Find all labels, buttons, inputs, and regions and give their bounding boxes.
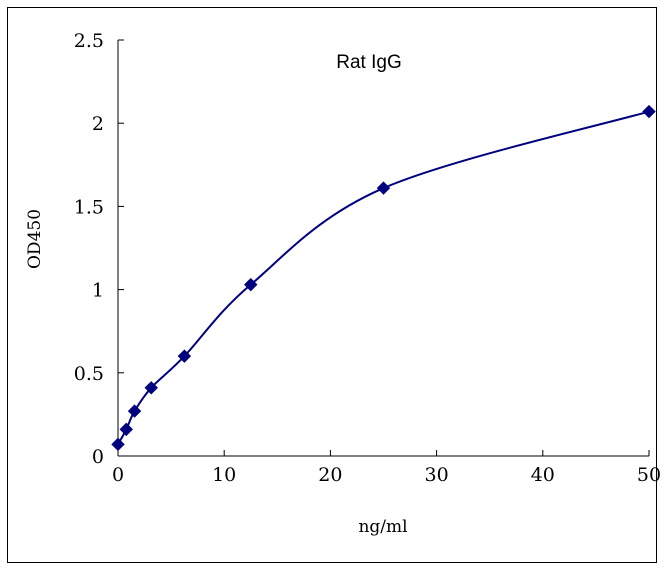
x-tick-label: 40 (531, 464, 555, 486)
chart-title: Rat IgG (336, 52, 401, 73)
y-tick-label: 1 (92, 280, 104, 302)
y-tick-label: 0.5 (74, 363, 104, 385)
x-tick-label: 10 (212, 464, 236, 486)
y-tick-label: 2 (92, 113, 104, 135)
data-point (177, 349, 192, 363)
axes: 0 0.5 1 1.5 2 2.5 0 10 20 30 40 50 (74, 30, 661, 486)
data-point (144, 381, 158, 395)
y-tick-label: 2.5 (74, 30, 104, 52)
y-tick-label: 0 (92, 446, 104, 468)
y-axis-title: OD450 (25, 209, 45, 269)
data-point (111, 437, 125, 452)
chart-frame (7, 7, 657, 563)
x-axis-title: ng/ml (358, 517, 407, 537)
x-tick-label: 50 (637, 464, 661, 486)
x-tick-label: 0 (112, 464, 124, 486)
data-point (376, 181, 391, 195)
data-series (111, 104, 656, 452)
x-tick-label: 30 (425, 464, 449, 486)
series-line (117, 110, 650, 445)
data-point (119, 422, 133, 437)
x-tick-label: 20 (318, 464, 342, 486)
data-point (244, 277, 258, 292)
data-point (642, 104, 656, 119)
data-point (127, 404, 142, 418)
y-tick-label: 1.5 (74, 196, 104, 218)
